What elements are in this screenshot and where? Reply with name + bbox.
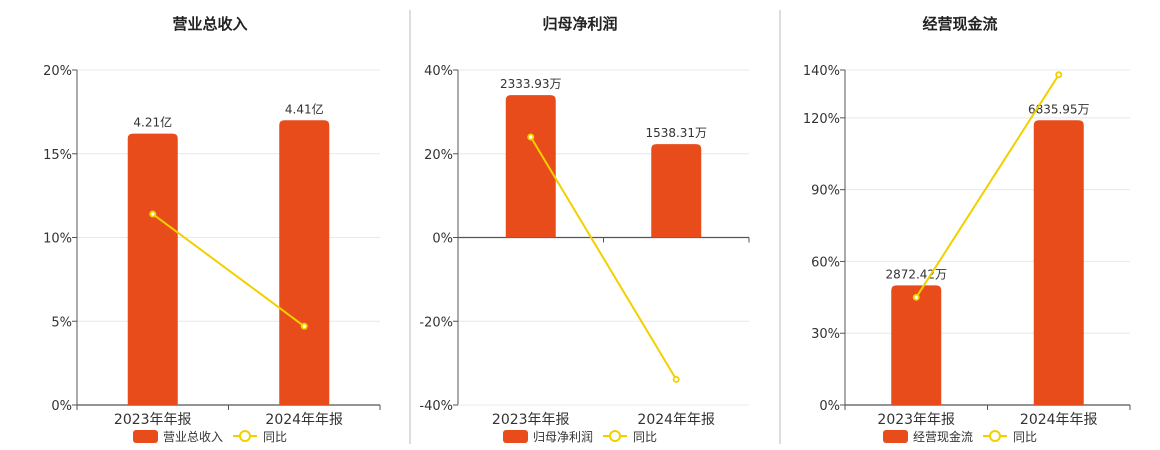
x-category-label: 2023年年报 xyxy=(492,412,570,428)
y-tick-label: 90% xyxy=(811,184,840,199)
y-tick-label: 15% xyxy=(43,148,72,163)
legend-bar-swatch xyxy=(503,430,528,443)
y-tick-label: 0% xyxy=(819,399,840,414)
y-tick-label: 60% xyxy=(811,255,840,270)
y-tick-label: 20% xyxy=(43,64,72,79)
legend-bar-swatch xyxy=(133,430,158,443)
yoy-line xyxy=(152,213,305,328)
chart-title: 经营现金流 xyxy=(922,15,997,33)
x-category-label: 2024年年报 xyxy=(265,412,343,428)
x-category-label: 2023年年报 xyxy=(877,412,955,428)
bar-data-label: 2333.93万 xyxy=(500,77,562,91)
bar-data-label: 4.41亿 xyxy=(285,101,324,116)
bar-data-label: 4.21亿 xyxy=(133,115,172,130)
y-tick-label: -20% xyxy=(419,315,453,330)
yoy-point xyxy=(527,133,535,141)
y-tick-label: 30% xyxy=(811,327,840,342)
legend-line-marker xyxy=(609,430,621,442)
y-tick-label: -40% xyxy=(419,399,453,414)
x-category-label: 2024年年报 xyxy=(637,412,715,428)
yoy-line xyxy=(529,136,678,380)
yoy-point xyxy=(912,293,920,301)
bar-data-label: 6835.95万 xyxy=(1028,102,1090,116)
y-tick-label: 0% xyxy=(432,232,453,247)
yoy-line xyxy=(915,74,1060,298)
bar xyxy=(505,95,556,238)
legend-line-marker xyxy=(989,430,1001,442)
y-tick-label: 5% xyxy=(51,315,72,330)
y-tick-label: 10% xyxy=(43,232,72,247)
y-tick-label: 40% xyxy=(424,64,453,79)
y-tick-label: 120% xyxy=(803,112,840,127)
yoy-point xyxy=(1055,71,1063,79)
x-category-label: 2023年年报 xyxy=(114,412,192,428)
bar xyxy=(1033,120,1084,405)
chart-title: 营业总收入 xyxy=(172,15,247,33)
bar xyxy=(279,120,330,405)
legend-line-label: 同比 xyxy=(263,430,287,444)
legend-bar-label: 经营现金流 xyxy=(913,429,973,444)
legend-line-label: 同比 xyxy=(1013,430,1037,444)
y-tick-label: 20% xyxy=(424,148,453,163)
bar-data-label: 2872.42万 xyxy=(885,267,947,281)
legend-bar-swatch xyxy=(883,430,908,443)
x-category-label: 2024年年报 xyxy=(1020,412,1098,428)
y-tick-label: 140% xyxy=(803,64,840,79)
bar-data-label: 1538.31万 xyxy=(645,126,707,140)
y-tick-label: 0% xyxy=(51,399,72,414)
chart-title: 归母净利润 xyxy=(542,15,617,33)
legend-bar-label: 营业总收入 xyxy=(163,430,223,444)
legend-line-label: 同比 xyxy=(633,430,657,444)
yoy-point xyxy=(149,210,157,218)
legend-bar-label: 归母净利润 xyxy=(533,430,593,444)
bar xyxy=(891,285,942,405)
bar xyxy=(651,144,702,238)
legend-line-marker xyxy=(239,430,251,442)
yoy-point xyxy=(672,375,680,383)
yoy-point xyxy=(300,322,308,330)
bar xyxy=(127,133,178,405)
